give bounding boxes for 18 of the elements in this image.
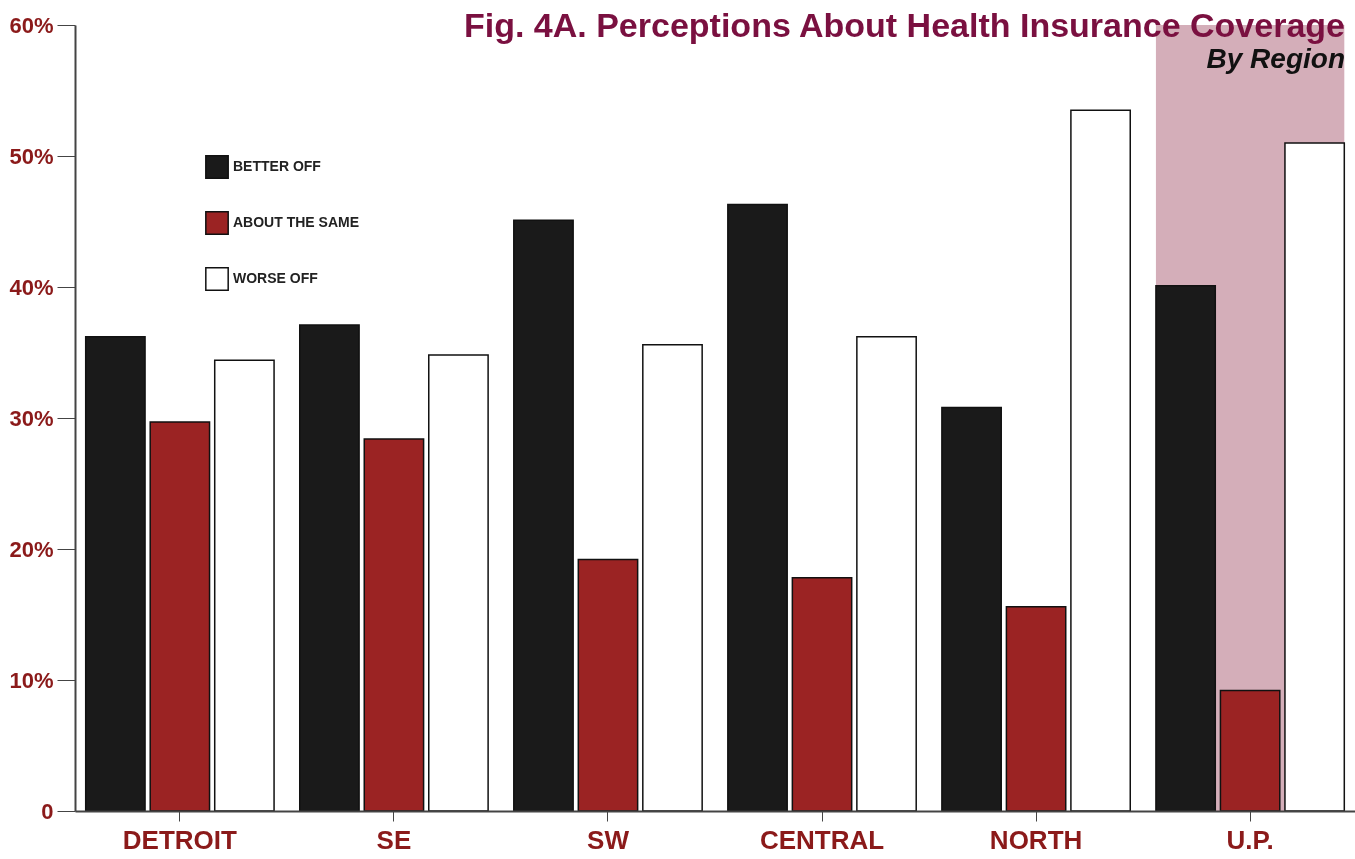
y-tick-label: 30% [9, 405, 54, 431]
y-tick-label: 10% [9, 667, 54, 693]
x-tick-label: NORTH [989, 824, 1083, 855]
y-tick-label: 50% [9, 143, 54, 169]
y-tick-label: 40% [9, 274, 54, 300]
text: By Region [1206, 43, 1345, 74]
y-tick-label: 60% [9, 12, 54, 38]
legend-label: WORSE OFF [233, 270, 319, 286]
chart-title: Fig. 4A. Perceptions About Health Insurance Coverage [463, 6, 1345, 44]
y-tick-label: 20% [9, 536, 54, 562]
x-tick-label: DETROIT [122, 824, 238, 855]
x-tick-label: SW [587, 824, 630, 855]
y-tick-label: 0 [41, 798, 54, 824]
legend-label: ABOUT THE SAME [233, 214, 359, 230]
x-tick-label: SE [376, 824, 412, 855]
x-tick-label: CENTRAL [759, 824, 885, 855]
legend-label: BETTER OFF [233, 158, 322, 174]
x-tick-label: U.P. [1226, 824, 1274, 855]
